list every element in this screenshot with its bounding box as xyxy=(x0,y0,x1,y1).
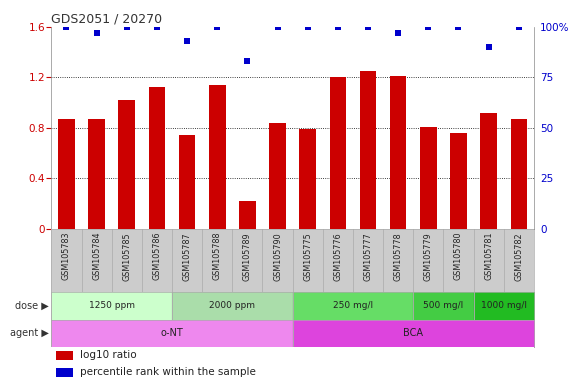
Point xyxy=(122,24,131,30)
Text: GSM105782: GSM105782 xyxy=(514,232,523,281)
Bar xyxy=(209,85,226,229)
Text: BCA: BCA xyxy=(403,328,423,338)
Bar xyxy=(390,76,407,229)
Text: GSM105775: GSM105775 xyxy=(303,232,312,281)
Point xyxy=(62,24,71,30)
Text: GSM105786: GSM105786 xyxy=(152,232,162,280)
Point xyxy=(484,44,493,50)
Text: 1250 ppm: 1250 ppm xyxy=(89,301,135,310)
Point xyxy=(424,24,433,30)
Text: percentile rank within the sample: percentile rank within the sample xyxy=(81,367,256,377)
Point xyxy=(152,24,162,30)
Point xyxy=(303,24,312,30)
Point xyxy=(92,30,101,36)
Bar xyxy=(56,368,73,377)
Text: GSM105780: GSM105780 xyxy=(454,232,463,280)
Bar xyxy=(270,123,286,229)
Bar xyxy=(239,201,256,229)
Point xyxy=(514,24,524,30)
Text: 500 mg/l: 500 mg/l xyxy=(423,301,464,310)
Point xyxy=(273,24,282,30)
Text: 2000 ppm: 2000 ppm xyxy=(210,301,255,310)
Text: GSM105776: GSM105776 xyxy=(333,232,343,281)
Bar xyxy=(58,119,75,229)
Text: GSM105777: GSM105777 xyxy=(364,232,372,281)
Bar xyxy=(329,77,346,229)
Bar xyxy=(510,119,527,229)
Text: dose ▶: dose ▶ xyxy=(15,301,49,311)
Text: 250 mg/l: 250 mg/l xyxy=(333,301,373,310)
Point xyxy=(454,24,463,30)
Bar xyxy=(119,100,135,229)
Text: GSM105787: GSM105787 xyxy=(183,232,192,281)
Text: GSM105781: GSM105781 xyxy=(484,232,493,280)
Bar xyxy=(480,113,497,229)
Point xyxy=(183,38,192,44)
Bar xyxy=(420,127,437,229)
Text: 1000 mg/l: 1000 mg/l xyxy=(481,301,526,310)
Bar xyxy=(179,136,195,229)
Text: o-NT: o-NT xyxy=(160,328,183,338)
Text: GSM105789: GSM105789 xyxy=(243,232,252,281)
Bar xyxy=(148,88,165,229)
Point xyxy=(333,24,343,30)
Point xyxy=(212,24,222,30)
Text: GSM105788: GSM105788 xyxy=(213,232,222,280)
Bar xyxy=(360,71,376,229)
Text: GSM105790: GSM105790 xyxy=(273,232,282,281)
Text: GSM105783: GSM105783 xyxy=(62,232,71,280)
Text: GDS2051 / 20270: GDS2051 / 20270 xyxy=(51,13,163,26)
Text: GSM105779: GSM105779 xyxy=(424,232,433,281)
Bar xyxy=(450,133,467,229)
Point xyxy=(393,30,403,36)
Bar xyxy=(56,351,73,360)
Text: GSM105785: GSM105785 xyxy=(122,232,131,281)
Bar xyxy=(89,119,105,229)
Bar xyxy=(299,129,316,229)
Text: GSM105778: GSM105778 xyxy=(393,232,403,281)
Text: agent ▶: agent ▶ xyxy=(10,328,49,338)
Point xyxy=(364,24,373,30)
Text: GSM105784: GSM105784 xyxy=(92,232,101,280)
Point xyxy=(243,58,252,64)
Text: log10 ratio: log10 ratio xyxy=(81,350,137,360)
